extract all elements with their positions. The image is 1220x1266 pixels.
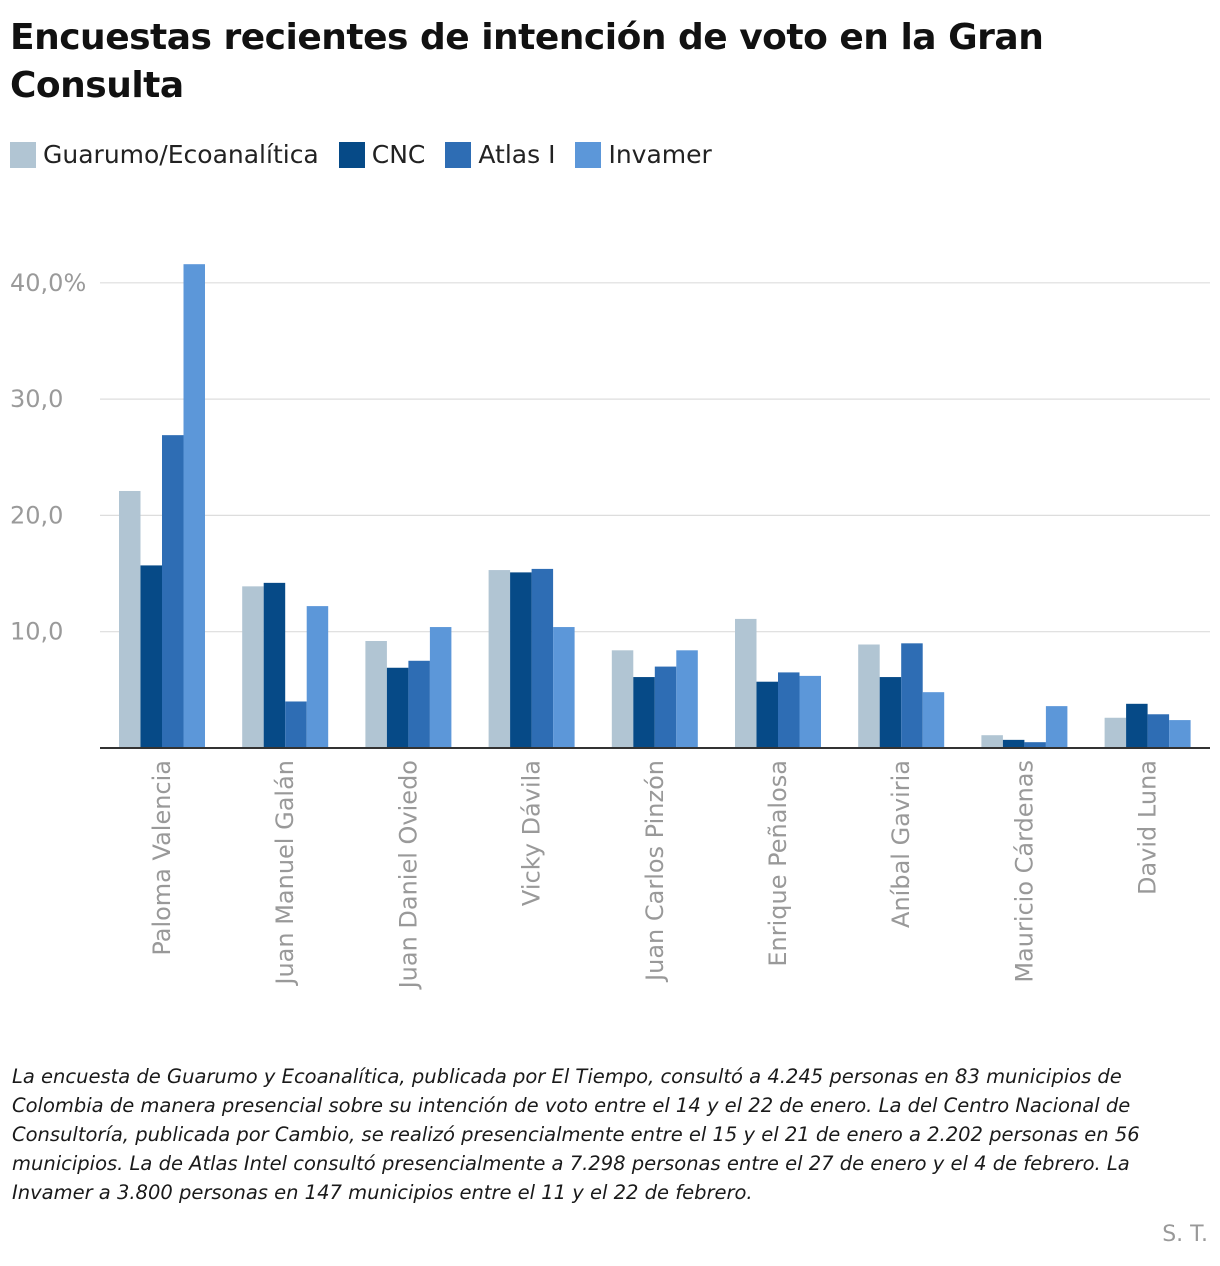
bar xyxy=(140,565,162,748)
bar xyxy=(858,644,880,748)
bar xyxy=(119,490,141,748)
bar xyxy=(510,572,532,748)
legend-swatch xyxy=(575,141,602,168)
bar xyxy=(1169,720,1191,748)
legend-swatch xyxy=(445,141,472,168)
bar xyxy=(386,667,409,748)
category-label: Mauricio Cárdenas xyxy=(1010,760,1038,983)
legend-label: Guarumo/Ecoanalítica xyxy=(43,140,319,169)
bar xyxy=(306,606,329,748)
legend-label: Invamer xyxy=(608,140,712,169)
y-tick-label: 30,0 xyxy=(10,385,63,413)
bar xyxy=(922,692,945,748)
bar xyxy=(778,672,800,748)
legend-label: CNC xyxy=(371,140,426,169)
bar xyxy=(1045,706,1068,748)
bar xyxy=(879,677,902,748)
bar xyxy=(756,681,778,748)
legend: Guarumo/Ecoanalítica CNC Atlas I Invamer xyxy=(10,140,732,169)
bar xyxy=(1002,739,1025,748)
bar xyxy=(488,570,511,748)
category-label: Juan Carlos Pinzón xyxy=(641,760,669,983)
bar xyxy=(901,643,923,748)
y-tick-label: 20,0 xyxy=(10,501,63,529)
category-label: Paloma Valencia xyxy=(148,760,176,956)
bar xyxy=(263,582,286,748)
category-label: Juan Manuel Galán xyxy=(271,760,299,987)
bar xyxy=(285,701,307,748)
y-tick-label: 40,0% xyxy=(10,269,86,297)
author-credit: S. T. xyxy=(1162,1222,1208,1247)
bar xyxy=(981,735,1003,748)
category-label: Vicky Dávila xyxy=(518,760,546,906)
bar xyxy=(1147,714,1170,748)
bar xyxy=(429,627,452,748)
bar xyxy=(633,677,655,748)
category-label: Enrique Peñalosa xyxy=(764,760,792,967)
chart-title: Encuestas recientes de intención de voto… xyxy=(10,17,1044,106)
bar xyxy=(676,650,698,748)
bar-chart: 10,0 20,0 30,0 40,0% Paloma Valencia Juan Man… xyxy=(10,264,1210,990)
y-tick-label: 10,0 xyxy=(10,618,63,646)
bar xyxy=(408,660,430,748)
legend-item: Atlas I xyxy=(445,140,555,169)
bar xyxy=(242,586,264,748)
legend-swatch xyxy=(338,141,365,168)
bar xyxy=(1104,717,1127,748)
legend-item: Invamer xyxy=(575,140,712,169)
methodology-note: La encuesta de Guarumo y Ecoanalítica, p… xyxy=(12,1065,1140,1204)
legend-item: CNC xyxy=(338,140,426,169)
category-label: Aníbal Gaviria xyxy=(887,760,915,928)
bar xyxy=(183,264,205,748)
legend-item: Guarumo/Ecoanalítica xyxy=(10,140,319,169)
bar xyxy=(1126,703,1148,748)
category-label: David Luna xyxy=(1134,760,1162,895)
bar xyxy=(611,650,634,748)
legend-swatch xyxy=(10,141,36,168)
category-label: Juan Daniel Oviedo xyxy=(394,760,422,990)
bar xyxy=(735,618,757,748)
bar xyxy=(799,675,821,748)
bar xyxy=(531,568,554,748)
bar xyxy=(654,666,677,748)
bar xyxy=(365,641,387,748)
bar xyxy=(553,627,575,748)
legend-label: Atlas I xyxy=(478,140,556,169)
bar xyxy=(162,435,184,748)
bar xyxy=(1024,742,1046,748)
